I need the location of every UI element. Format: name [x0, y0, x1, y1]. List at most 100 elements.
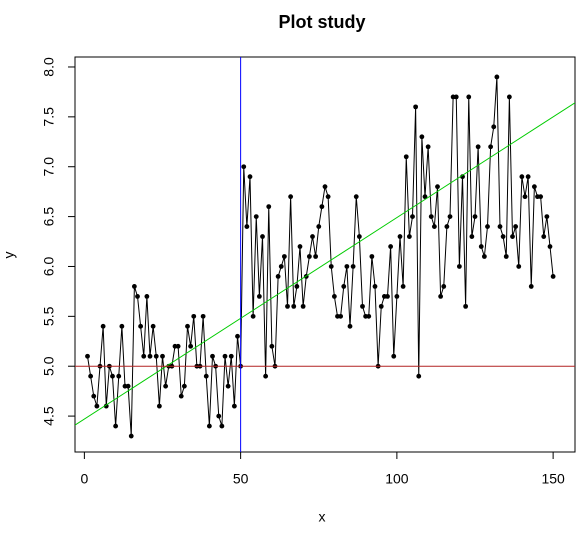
- data-point: [397, 234, 403, 239]
- data-point: [313, 254, 319, 259]
- data-point: [247, 174, 253, 180]
- data-point: [516, 264, 522, 269]
- data-point: [472, 214, 478, 219]
- data-point: [356, 234, 362, 239]
- data-point: [522, 194, 528, 200]
- data-point: [278, 264, 284, 269]
- data-point: [291, 303, 297, 309]
- data-point: [244, 224, 250, 229]
- data-point: [513, 224, 519, 229]
- data-point: [256, 293, 262, 299]
- data-point: [250, 313, 256, 319]
- data-point: [485, 224, 490, 229]
- data-point: [203, 373, 209, 379]
- x-tick-label: 0: [80, 471, 88, 487]
- data-point: [441, 284, 447, 289]
- data-point: [160, 353, 165, 359]
- y-tick-label: 7.0: [41, 157, 57, 177]
- data-point: [269, 343, 275, 349]
- data-point: [285, 303, 290, 309]
- data-point: [228, 353, 234, 359]
- data-point: [385, 293, 390, 299]
- data-point: [494, 74, 500, 80]
- data-point: [263, 373, 269, 379]
- data-point: [294, 284, 300, 289]
- data-point: [88, 373, 94, 379]
- x-axis-label: x: [319, 509, 326, 525]
- data-point: [178, 393, 184, 399]
- data-point: [341, 284, 347, 289]
- data-point: [128, 433, 134, 439]
- data-point: [416, 373, 422, 379]
- y-tick-label: 5.5: [41, 306, 57, 326]
- data-point: [344, 264, 350, 269]
- data-point: [419, 134, 425, 140]
- data-point: [266, 204, 272, 210]
- data-point: [281, 254, 287, 259]
- data-point: [156, 403, 162, 409]
- plot-frame: [74, 56, 576, 453]
- data-point: [400, 284, 406, 289]
- data-point: [275, 274, 281, 279]
- data-point: [297, 244, 303, 249]
- data-point: [338, 313, 344, 319]
- data-point: [100, 323, 106, 329]
- data-point: [200, 313, 206, 319]
- data-point: [478, 244, 484, 249]
- data-point: [206, 423, 212, 429]
- data-point: [260, 234, 265, 239]
- data-point: [388, 244, 394, 249]
- data-point: [322, 184, 328, 190]
- data-point: [135, 293, 140, 299]
- data-point: [378, 303, 384, 309]
- data-point: [222, 353, 228, 359]
- data-point: [138, 323, 144, 329]
- data-point: [219, 423, 225, 429]
- x-tick-label: 50: [233, 471, 249, 487]
- data-point: [231, 403, 237, 409]
- data-point: [125, 383, 131, 389]
- data-point: [525, 174, 531, 180]
- data-point: [113, 423, 119, 429]
- data-point: [547, 244, 553, 249]
- data-point: [469, 234, 475, 239]
- data-point: [181, 383, 187, 389]
- y-tick-label: 7.5: [41, 107, 57, 127]
- data-point: [147, 353, 153, 359]
- data-point: [210, 353, 215, 359]
- data-point: [163, 383, 169, 389]
- data-point: [300, 303, 306, 309]
- data-point: [538, 194, 544, 200]
- y-axis-label: y: [1, 252, 17, 259]
- data-point: [406, 234, 412, 239]
- data-point: [253, 214, 259, 219]
- data-point: [141, 353, 147, 359]
- data-point: [91, 393, 97, 399]
- data-point: [85, 353, 90, 359]
- data-point: [153, 353, 159, 359]
- data-point: [506, 94, 512, 100]
- data-point: [503, 254, 509, 259]
- y-tick-label: 6.5: [41, 207, 57, 227]
- data-point: [319, 204, 325, 210]
- data-point: [325, 194, 331, 200]
- data-point: [94, 403, 100, 409]
- data-point: [353, 194, 359, 200]
- data-point: [216, 413, 222, 419]
- data-point: [425, 144, 431, 150]
- data-point: [360, 303, 365, 309]
- data-point: [519, 174, 525, 180]
- data-point: [144, 293, 150, 299]
- y-tick-label: 4.5: [41, 406, 57, 426]
- data-point: [410, 214, 415, 219]
- data-point: [488, 144, 494, 150]
- data-point: [369, 254, 375, 259]
- data-point: [456, 264, 462, 269]
- data-point: [550, 274, 556, 279]
- data-point: [528, 284, 534, 289]
- data-point: [475, 144, 481, 150]
- data-point: [531, 184, 537, 190]
- data-point: [372, 284, 378, 289]
- data-point: [331, 293, 337, 299]
- data-point: [428, 214, 434, 219]
